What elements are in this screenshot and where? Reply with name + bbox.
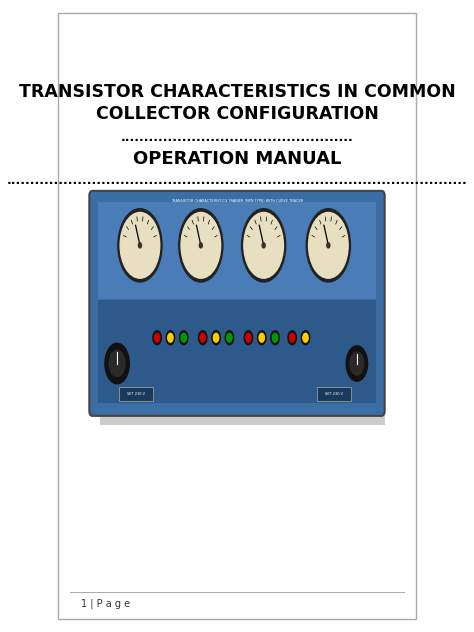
Circle shape	[227, 333, 232, 342]
Circle shape	[179, 209, 223, 282]
Circle shape	[199, 331, 207, 344]
Circle shape	[301, 331, 310, 344]
Circle shape	[109, 350, 125, 377]
Circle shape	[105, 343, 129, 384]
Circle shape	[181, 212, 220, 278]
FancyBboxPatch shape	[317, 387, 351, 401]
Circle shape	[200, 243, 202, 248]
Circle shape	[350, 352, 364, 375]
Text: SET 230 V: SET 230 V	[127, 392, 145, 396]
Circle shape	[120, 212, 160, 278]
Circle shape	[212, 331, 220, 344]
Circle shape	[346, 346, 367, 381]
Circle shape	[155, 333, 160, 342]
Circle shape	[153, 331, 161, 344]
FancyBboxPatch shape	[58, 13, 416, 619]
Circle shape	[303, 333, 308, 342]
Circle shape	[168, 333, 173, 342]
Circle shape	[309, 212, 348, 278]
Circle shape	[180, 331, 188, 344]
FancyBboxPatch shape	[100, 409, 385, 425]
Circle shape	[200, 333, 205, 342]
Circle shape	[259, 333, 264, 342]
Text: TRANSISTOR CHARACTERISTICS TRAINER (NPN TYPE) WITH CURVE TRACER: TRANSISTOR CHARACTERISTICS TRAINER (NPN …	[171, 199, 303, 203]
Circle shape	[181, 333, 186, 342]
FancyBboxPatch shape	[98, 300, 376, 403]
Circle shape	[244, 212, 283, 278]
Text: COLLECTOR CONFIGURATION: COLLECTOR CONFIGURATION	[96, 105, 378, 123]
Circle shape	[138, 243, 141, 248]
Circle shape	[118, 209, 162, 282]
Circle shape	[213, 333, 219, 342]
Text: TRANSISTOR CHARACTERISTICS IN COMMON: TRANSISTOR CHARACTERISTICS IN COMMON	[18, 83, 456, 100]
Circle shape	[225, 331, 234, 344]
FancyBboxPatch shape	[119, 387, 153, 401]
Text: SET 230 V: SET 230 V	[325, 392, 343, 396]
Circle shape	[262, 243, 265, 248]
Circle shape	[242, 209, 286, 282]
Circle shape	[290, 333, 295, 342]
Circle shape	[306, 209, 350, 282]
Circle shape	[244, 331, 253, 344]
Circle shape	[288, 331, 296, 344]
Circle shape	[257, 331, 266, 344]
FancyBboxPatch shape	[89, 191, 385, 416]
Circle shape	[327, 243, 330, 248]
Circle shape	[166, 331, 174, 344]
Text: OPERATION MANUAL: OPERATION MANUAL	[133, 150, 341, 168]
Circle shape	[246, 333, 251, 342]
Circle shape	[271, 331, 279, 344]
Text: 1 | P a g e: 1 | P a g e	[81, 599, 130, 609]
Circle shape	[273, 333, 278, 342]
FancyBboxPatch shape	[98, 202, 376, 299]
Text: ................................................................................: ........................................…	[7, 174, 467, 187]
Text: .................................................: ........................................…	[120, 131, 354, 144]
